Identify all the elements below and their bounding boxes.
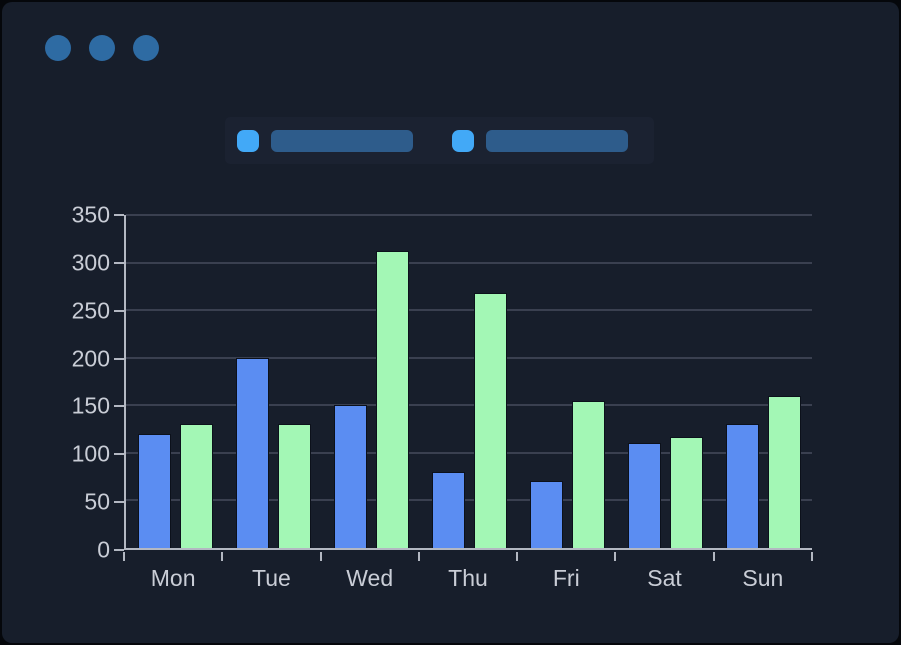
chart-legend: [225, 117, 654, 164]
x-axis-label-fri: Fri: [552, 565, 580, 591]
gridline: [126, 356, 812, 359]
x-axis-label-sat: Sat: [647, 565, 682, 591]
y-axis-tick: [114, 214, 124, 216]
gridline: [126, 214, 812, 216]
bar-thu-series2[interactable]: [473, 293, 507, 548]
bar-mon-series1[interactable]: [137, 433, 171, 548]
y-axis-label: 0: [97, 536, 110, 563]
bar-tue-series2[interactable]: [277, 424, 311, 548]
y-axis-tick: [114, 357, 124, 360]
y-axis-label: 100: [71, 440, 110, 467]
bar-sun-series1[interactable]: [725, 424, 759, 548]
gridline: [126, 261, 812, 264]
x-axis-label-sun: Sun: [742, 565, 784, 591]
x-axis-label-thu: Thu: [448, 565, 488, 591]
legend-label-redacted: [271, 129, 413, 152]
window-dot[interactable]: [133, 35, 159, 61]
x-axis-tick: [417, 552, 420, 561]
y-axis-tick: [114, 261, 124, 264]
y-axis-label: 200: [71, 345, 110, 372]
bar-sat-series2[interactable]: [669, 436, 703, 548]
bar-wed-series2[interactable]: [375, 251, 409, 548]
x-axis-label-mon: Mon: [150, 565, 196, 591]
gridline: [126, 309, 812, 312]
bar-tue-series1[interactable]: [235, 357, 269, 548]
legend-label-redacted: [486, 129, 628, 152]
window-dot[interactable]: [45, 35, 71, 61]
y-axis-label: 350: [71, 201, 110, 228]
bar-thu-series1[interactable]: [431, 471, 465, 548]
y-axis-label: 300: [71, 249, 110, 276]
legend-swatch: [452, 129, 474, 152]
y-axis-tick: [114, 309, 124, 312]
y-axis-label: 150: [71, 392, 110, 419]
plot-area: [124, 214, 812, 550]
x-axis: Mon Tue Wed Thu Fri Sat Sun: [123, 552, 813, 602]
x-axis-label-tue: Tue: [252, 565, 291, 591]
bar-fri-series1[interactable]: [529, 481, 563, 548]
bar-group-mon: [126, 215, 224, 548]
y-axis-tick: [114, 501, 124, 504]
legend-item-1[interactable]: [237, 129, 413, 152]
bar-mon-series2[interactable]: [179, 424, 213, 548]
bar-sat-series1[interactable]: [627, 443, 661, 548]
bar-group-fri: [518, 215, 616, 548]
legend-item-2[interactable]: [452, 129, 628, 152]
y-axis-tick: [114, 405, 124, 408]
y-axis: 0 50 100 150 200 250 300 350: [2, 203, 124, 561]
x-axis-tick: [614, 552, 617, 561]
legend-swatch: [237, 129, 259, 152]
x-axis-tick: [811, 552, 813, 561]
x-axis-tick: [516, 552, 519, 561]
y-axis-tick: [114, 549, 124, 551]
gridline: [126, 404, 812, 407]
x-axis-tick: [712, 552, 715, 561]
x-axis-label-wed: Wed: [346, 565, 394, 591]
y-axis-label: 50: [84, 488, 110, 515]
bar-wed-series1[interactable]: [333, 405, 367, 548]
gridline: [126, 451, 812, 454]
bar-group-wed: [322, 215, 420, 548]
bar-group-thu: [420, 215, 518, 548]
bar-group-tue: [224, 215, 322, 548]
gridline: [126, 499, 812, 502]
bar-sun-series2[interactable]: [767, 395, 801, 548]
y-axis-tick: [114, 453, 124, 456]
x-axis-tick: [319, 552, 322, 561]
window-dot[interactable]: [89, 35, 115, 61]
bar-fri-series2[interactable]: [571, 400, 605, 548]
bar-group-sun: [714, 215, 812, 548]
x-axis-tick: [221, 552, 224, 561]
x-axis-tick: [123, 552, 125, 561]
window-controls: [45, 35, 159, 61]
y-axis-label: 250: [71, 297, 110, 324]
bar-group-sat: [616, 215, 714, 548]
